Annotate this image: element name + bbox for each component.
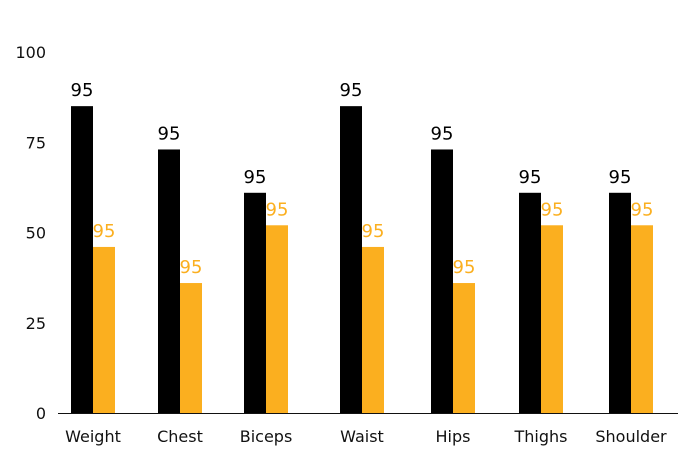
bar-biceps-series-1: [244, 192, 266, 413]
x-tick-label: Weight: [65, 427, 121, 446]
y-tick-label: 50: [26, 224, 46, 243]
bar-chest-series-1: [158, 149, 180, 413]
data-label: 95: [71, 80, 94, 101]
data-label: 95: [362, 221, 385, 242]
bar-waist-series-2: [362, 246, 384, 413]
x-tick-label: Waist: [340, 427, 384, 446]
data-label: 95: [609, 167, 632, 188]
x-tick-label: Thighs: [514, 427, 568, 446]
data-label: 95: [244, 167, 267, 188]
x-tick-label: Biceps: [240, 427, 293, 446]
x-tick-label: Shoulder: [595, 427, 667, 446]
bar-hips-series-1: [431, 149, 453, 413]
bar-chest-series-2: [180, 283, 202, 413]
y-tick-label: 100: [15, 43, 46, 62]
data-label: 95: [631, 199, 654, 220]
y-tick-label: 0: [36, 404, 46, 423]
data-label: 95: [180, 257, 203, 278]
x-tick-label: Chest: [157, 427, 203, 446]
data-label: 95: [340, 80, 363, 101]
bar-biceps-series-2: [266, 225, 288, 413]
bar-shoulder-series-1: [609, 192, 631, 413]
data-label: 95: [93, 221, 116, 242]
x-tick-label: Hips: [436, 427, 471, 446]
bar-weight-series-2: [93, 246, 115, 413]
y-tick-label: 75: [26, 133, 46, 152]
bar-thighs-series-1: [519, 192, 541, 413]
bar-hips-series-2: [453, 283, 475, 413]
bar-weight-series-1: [71, 106, 93, 414]
y-tick-label: 25: [26, 314, 46, 333]
bar-shoulder-series-2: [631, 225, 653, 413]
data-label: 95: [541, 199, 564, 220]
data-label: 95: [453, 257, 476, 278]
bar-waist-series-1: [340, 106, 362, 414]
data-label: 95: [431, 123, 454, 144]
data-label: 95: [519, 167, 542, 188]
bar-thighs-series-2: [541, 225, 563, 413]
data-label: 95: [158, 123, 181, 144]
data-label: 95: [266, 199, 289, 220]
